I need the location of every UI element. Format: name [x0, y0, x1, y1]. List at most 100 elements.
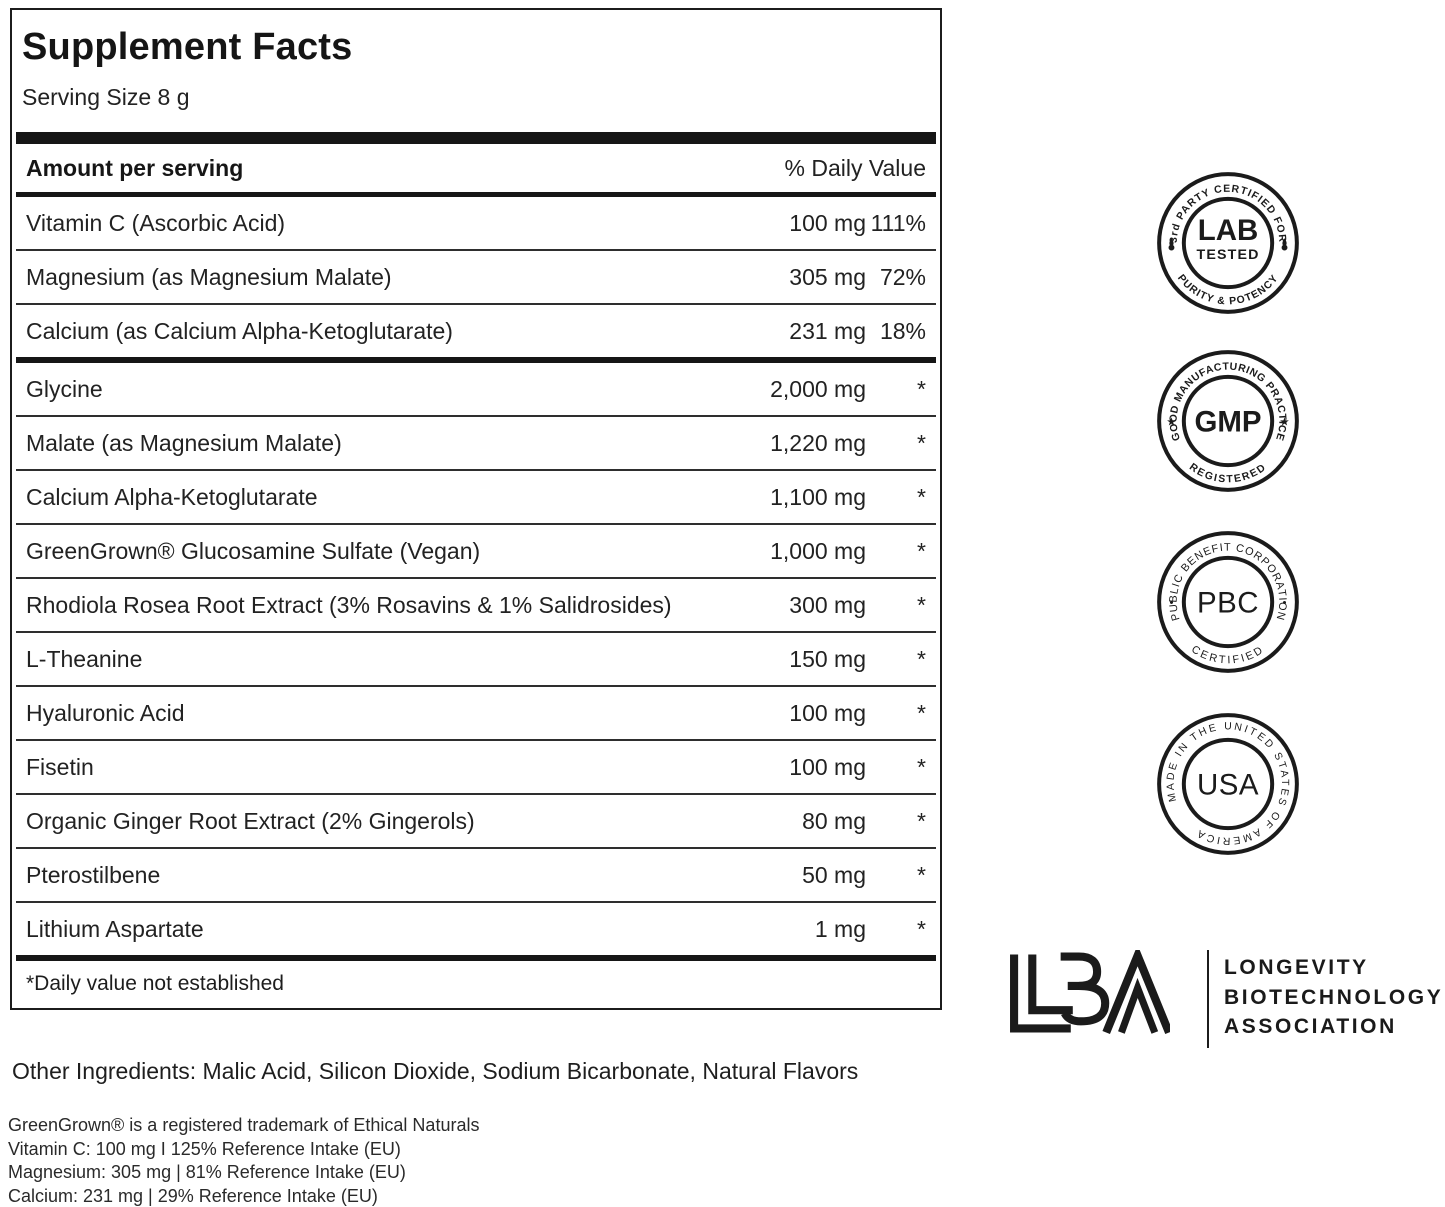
fine-print-line: Calcium: 231 mg | 29% Reference Intake (…	[8, 1185, 378, 1206]
row-separator	[16, 631, 936, 633]
ingredient-name: Malate (as Magnesium Malate)	[26, 429, 342, 456]
table-row: Hyaluronic Acid 100 mg *	[16, 687, 936, 739]
ingredient-name: Rhodiola Rosea Root Extract (3% Rosavins…	[26, 591, 672, 618]
daily-value-footnote: *Daily value not established	[26, 972, 284, 995]
ingredient-name: Vitamin C (Ascorbic Acid)	[26, 209, 286, 236]
fine-print-line: Magnesium: 305 mg | 81% Reference Intake…	[8, 1162, 406, 1182]
ingredient-amount: 231 mg	[789, 317, 866, 344]
table-row: Fisetin 100 mg *	[16, 741, 936, 793]
ingredient-daily-value: *	[917, 645, 926, 672]
lba-logo-mark	[1010, 950, 1170, 1035]
ingredient-daily-value: 72%	[879, 263, 926, 290]
facts-rows: Vitamin C (Ascorbic Acid) 100 mg 111% Magne…	[16, 197, 936, 955]
usa-badge: MADE IN THE UNITED STATES OF AMERICA USA	[1152, 708, 1304, 860]
ingredient-amount: 1,100 mg	[770, 483, 866, 510]
table-row: Vitamin C (Ascorbic Acid) 100 mg 111%	[16, 197, 936, 249]
fine-print-block: GreenGrown® is a registered trademark of…	[8, 1114, 479, 1207]
section-divider	[16, 357, 936, 363]
badge-center-primary: GMP	[1194, 405, 1261, 438]
dot-icon: •	[1169, 597, 1173, 609]
ingredient-daily-value: *	[917, 591, 926, 618]
ingredient-daily-value: *	[917, 753, 926, 780]
fine-print-line: Vitamin C: 100 mg I 125% Reference Intak…	[8, 1138, 401, 1159]
ingredient-name: Lithium Aspartate	[26, 915, 204, 942]
fine-print-line: GreenGrown® is a registered trademark of…	[8, 1115, 480, 1135]
lba-line: LONGEVITY	[1224, 956, 1369, 979]
ingredient-name: Pterostilbene	[26, 861, 161, 888]
table-row: L-Theanine 150 mg *	[16, 633, 936, 685]
lba-line: BIOTECHNOLOGY	[1224, 985, 1444, 1009]
row-separator	[16, 523, 936, 525]
row-separator	[16, 469, 936, 471]
ingredient-amount: 305 mg	[789, 263, 866, 290]
ingredient-amount: 150 mg	[789, 645, 866, 672]
ingredient-amount: 100 mg	[789, 753, 866, 780]
row-separator	[16, 685, 936, 687]
table-row: Rhodiola Rosea Root Extract (3% Rosavins…	[16, 579, 936, 631]
ingredient-daily-value: 111%	[870, 209, 926, 236]
table-row: Glycine 2,000 mg *	[16, 363, 936, 415]
row-separator	[16, 249, 936, 251]
lab-tested-badge: 3rd PARTY CERTIFIED FOR PURITY & POTENCY…	[1152, 167, 1304, 319]
pbc-seal-icon: PUBLIC BENEFIT CORPORATION CERTIFIED PBC…	[1157, 531, 1299, 673]
ingredient-daily-value: *	[917, 699, 926, 726]
ingredient-name: Organic Ginger Root Extract (2% Gingerol…	[26, 807, 475, 834]
ingredient-daily-value: 18%	[879, 317, 926, 344]
ingredient-amount: 100 mg	[789, 209, 866, 236]
divider-bottom	[16, 955, 936, 961]
ingredient-amount: 2,000 mg	[770, 375, 866, 402]
ingredient-amount: 1,000 mg	[770, 537, 866, 564]
usa-seal-icon: MADE IN THE UNITED STATES OF AMERICA USA	[1157, 713, 1299, 855]
table-row: Pterostilbene 50 mg *	[16, 849, 936, 901]
star-icon: ★	[1166, 416, 1176, 428]
lba-line: ASSOCIATION	[1224, 1015, 1397, 1038]
gmp-badge: GOOD MANUFACTURING PRACTICE REGISTERED G…	[1152, 345, 1304, 497]
column-dv-header: % Daily Value	[784, 155, 926, 181]
star-icon: ★	[1279, 416, 1289, 428]
table-row: Calcium Alpha-Ketoglutarate 1,100 mg *	[16, 471, 936, 523]
divider-thick	[16, 132, 936, 144]
other-ingredients: Other Ingredients: Malic Acid, Silicon D…	[12, 1058, 859, 1084]
row-separator	[16, 739, 936, 741]
ingredient-name: Hyaluronic Acid	[26, 699, 185, 726]
ingredient-amount: 1 mg	[814, 915, 866, 942]
ingredient-amount: 300 mg	[789, 591, 866, 618]
row-separator	[16, 847, 936, 849]
ingredient-daily-value: *	[917, 807, 926, 834]
lba-divider	[1207, 950, 1209, 1048]
row-separator	[16, 901, 936, 903]
ingredient-daily-value: *	[917, 537, 926, 564]
row-separator	[16, 415, 936, 417]
ingredient-amount: 1,220 mg	[770, 429, 866, 456]
lba-association-name: LONGEVITY BIOTECHNOLOGY ASSOCIATION	[1224, 953, 1443, 1042]
ingredient-daily-value: *	[917, 375, 926, 402]
ingredient-amount: 50 mg	[802, 861, 866, 888]
ingredient-name: GreenGrown® Glucosamine Sulfate (Vegan)	[26, 537, 481, 564]
ingredient-name: Fisetin	[26, 753, 94, 780]
droplet-icon	[1168, 238, 1175, 251]
lab-tested-seal-icon: 3rd PARTY CERTIFIED FOR PURITY & POTENCY…	[1157, 172, 1299, 314]
column-header-row: Amount per serving % Daily Value	[16, 144, 936, 192]
ingredient-daily-value: *	[917, 429, 926, 456]
badge-center-secondary: TESTED	[1196, 247, 1259, 263]
ingredient-name: Magnesium (as Magnesium Malate)	[26, 263, 392, 290]
dot-icon: •	[1283, 597, 1287, 609]
supplement-facts-panel: Supplement Facts Serving Size 8 g Amount…	[10, 8, 942, 1010]
badge-center-primary: LAB	[1198, 214, 1259, 247]
serving-size: Serving Size 8 g	[22, 84, 190, 110]
ingredient-name: Glycine	[26, 375, 103, 402]
badge-center-primary: USA	[1197, 768, 1259, 801]
table-row: Calcium (as Calcium Alpha-Ketoglutarate)…	[16, 305, 936, 357]
table-row: Lithium Aspartate 1 mg *	[16, 903, 936, 955]
divider-medium	[16, 192, 936, 197]
column-amount-header: Amount per serving	[26, 155, 244, 181]
panel-title: Supplement Facts	[22, 26, 353, 68]
ingredient-name: Calcium (as Calcium Alpha-Ketoglutarate)	[26, 317, 453, 344]
pbc-badge: PUBLIC BENEFIT CORPORATION CERTIFIED PBC…	[1152, 526, 1304, 678]
ingredient-daily-value: *	[917, 483, 926, 510]
droplet-icon	[1281, 238, 1288, 251]
row-separator	[16, 303, 936, 305]
ingredient-name: L-Theanine	[26, 645, 143, 672]
row-separator	[16, 793, 936, 795]
